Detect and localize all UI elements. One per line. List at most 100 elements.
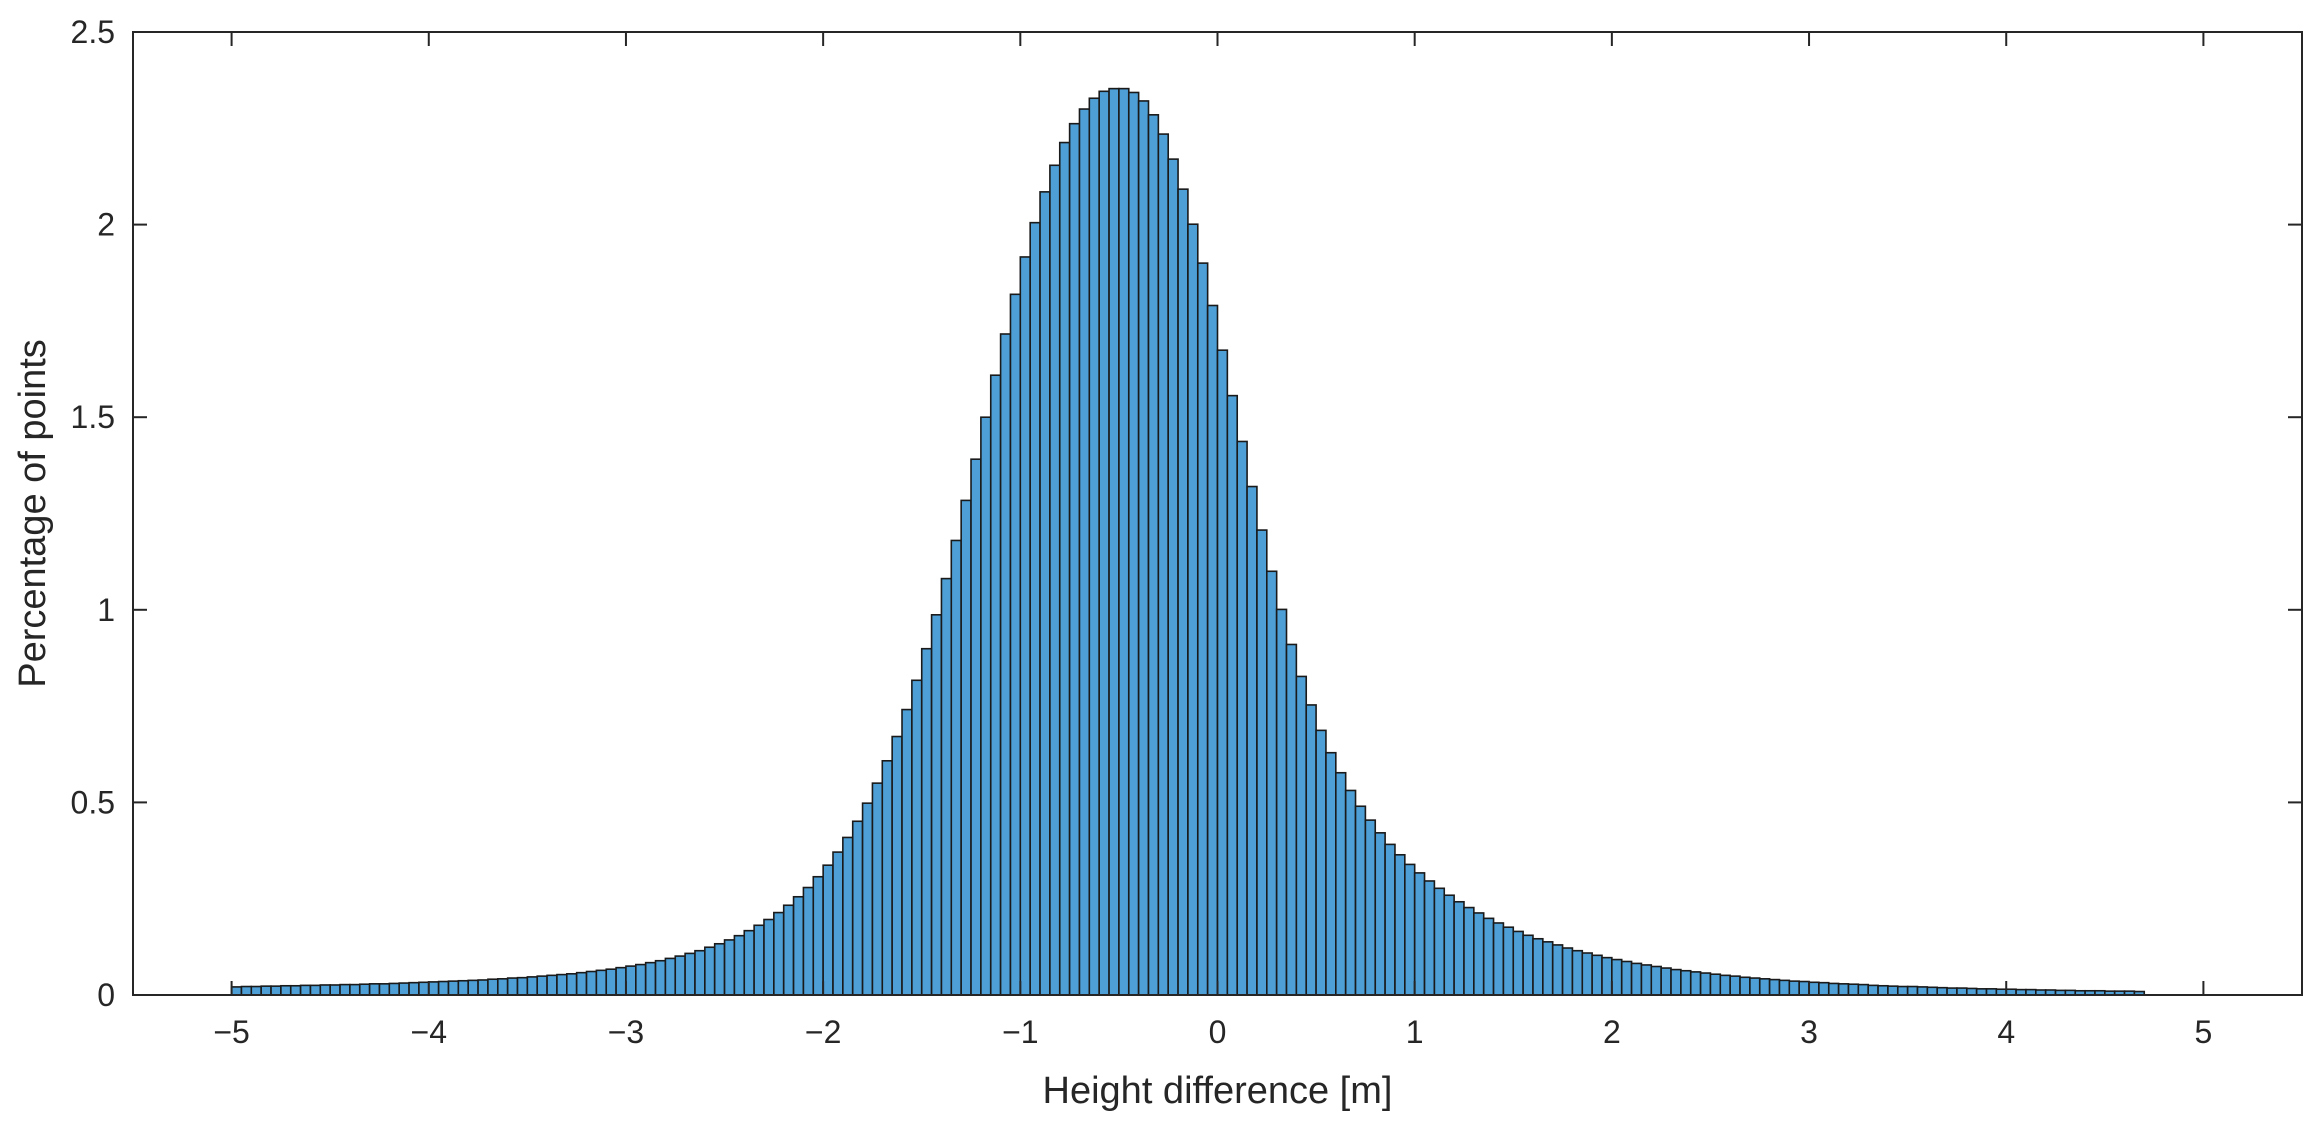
x-tick-label: −4 — [411, 1014, 447, 1050]
histogram-bar — [1877, 984, 1889, 996]
histogram-bar — [930, 614, 943, 996]
histogram-bar — [1147, 114, 1160, 996]
histogram-bar — [1581, 952, 1593, 996]
histogram-bar — [911, 679, 923, 996]
x-tick-label: −1 — [1002, 1014, 1038, 1050]
x-tick-label: 2 — [1603, 1014, 1621, 1050]
histogram-bar — [1571, 949, 1584, 996]
histogram-bar — [1364, 819, 1377, 996]
histogram-bar — [1443, 894, 1455, 996]
histogram-bar — [1906, 985, 1919, 996]
histogram-bar — [1236, 440, 1248, 996]
histogram-bar — [891, 735, 903, 996]
histogram-bar — [1433, 887, 1446, 996]
histogram-bar — [1266, 570, 1278, 996]
histogram-bar — [1078, 108, 1091, 996]
histogram-bar — [615, 966, 627, 996]
histogram-bar — [802, 886, 815, 996]
histogram-bar — [1709, 973, 1722, 996]
histogram-bar — [723, 939, 736, 996]
histogram-bar — [684, 952, 696, 996]
histogram-bar — [1739, 976, 1751, 996]
histogram-bar — [260, 985, 272, 996]
histogram-bar — [1630, 962, 1643, 996]
histogram-bar — [832, 851, 844, 996]
histogram-bar — [250, 985, 262, 996]
histogram-bar — [792, 895, 805, 996]
histogram-bar — [1196, 262, 1209, 996]
histogram-bar — [743, 929, 755, 996]
histogram-bar — [1206, 304, 1219, 996]
x-tick-label: −3 — [608, 1014, 644, 1050]
histogram-bar — [506, 977, 519, 996]
histogram-bar — [1423, 880, 1436, 996]
histogram-bar — [1620, 960, 1633, 996]
histogram-bar — [1088, 97, 1100, 996]
x-tick-label: 0 — [1209, 1014, 1227, 1050]
histogram-bar — [556, 973, 568, 996]
histogram-bar — [230, 986, 243, 996]
histogram-bar — [704, 946, 716, 996]
histogram-bar — [960, 499, 972, 996]
histogram-bar — [1374, 832, 1386, 996]
histogram-bar — [1749, 977, 1761, 996]
histogram-bar — [605, 968, 617, 996]
histogram-bar — [1246, 485, 1258, 996]
histogram-bar — [1532, 937, 1544, 996]
histogram-bar — [595, 969, 608, 996]
y-tick-label: 1.5 — [71, 399, 115, 435]
y-tick-label: 0.5 — [71, 784, 115, 820]
histogram-bar — [674, 955, 686, 996]
histogram-bar — [644, 961, 657, 996]
histogram-bar — [447, 980, 460, 996]
histogram-bar — [1384, 843, 1396, 996]
histogram-bar — [1611, 958, 1623, 996]
histogram-bar — [437, 980, 450, 996]
histogram-bar — [1561, 947, 1574, 996]
y-tick-label: 1 — [97, 592, 115, 628]
histogram-bar — [1354, 805, 1367, 996]
histogram-bar — [289, 984, 302, 996]
histogram-bar — [398, 982, 410, 996]
histogram-bar — [733, 934, 746, 996]
histogram-bar — [861, 802, 874, 996]
histogram-bar — [1857, 983, 1869, 996]
histogram-bar — [1049, 164, 1061, 996]
histogram-bar — [1827, 982, 1840, 996]
histogram-bar — [1039, 191, 1051, 996]
histogram-bar — [1768, 978, 1781, 996]
histogram-bar — [1335, 771, 1347, 996]
histogram-bar — [871, 782, 884, 996]
x-tick-label: −5 — [213, 1014, 249, 1050]
histogram-bar — [881, 759, 893, 996]
histogram-bar — [1837, 983, 1850, 996]
histogram-bar — [1098, 90, 1110, 996]
histogram-bar — [1275, 608, 1288, 996]
histogram-bar — [1798, 980, 1810, 996]
histogram-bar — [388, 982, 400, 996]
histogram-bar — [753, 924, 765, 996]
histogram-bar — [989, 374, 1002, 996]
histogram-bar — [1758, 978, 1771, 996]
histogram-bar — [1522, 934, 1534, 996]
histogram-bar — [782, 904, 795, 996]
histogram-bar — [970, 458, 982, 996]
histogram-bar — [1394, 853, 1406, 996]
histogram-bar — [349, 983, 361, 996]
histogram-bar — [1936, 986, 1948, 996]
histogram-bar — [1847, 983, 1860, 996]
histogram-bar — [1601, 956, 1613, 996]
histogram-bar — [240, 985, 253, 996]
x-tick-label: 4 — [1997, 1014, 2015, 1050]
histogram-bar — [1463, 906, 1475, 996]
histogram-bar — [319, 984, 331, 996]
histogram-bar — [299, 984, 312, 996]
histogram-bar — [763, 918, 775, 996]
histogram-bar — [575, 971, 588, 996]
x-tick-label: 1 — [1406, 1014, 1424, 1050]
histogram-bar — [713, 942, 726, 996]
histogram-bar — [980, 416, 992, 996]
histogram-bar — [339, 983, 351, 996]
histogram-bar — [1137, 100, 1150, 996]
